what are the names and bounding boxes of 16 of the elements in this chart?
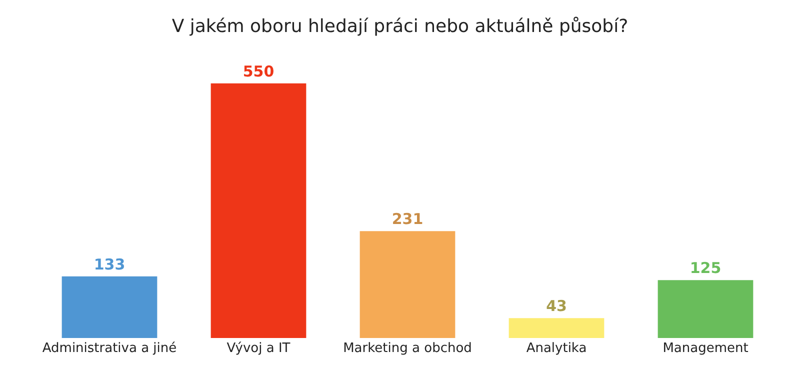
bar: [658, 280, 754, 338]
bar: [360, 231, 456, 338]
chart-title: V jakém oboru hledají práci nebo aktuálně působí?: [172, 16, 628, 37]
data-label: 231: [392, 210, 424, 228]
bar: [508, 318, 604, 338]
x-tick-label: Vývoj a IT: [226, 341, 290, 356]
bar: [210, 83, 306, 338]
data-label: 43: [546, 297, 567, 316]
bar: [62, 276, 158, 338]
x-tick-label: Administrativa a jiné: [42, 341, 177, 356]
x-tick-label: Marketing a obchod: [343, 341, 472, 356]
data-label: 125: [690, 259, 722, 278]
x-tick-label: Analytika: [526, 341, 587, 356]
data-label: 550: [242, 62, 274, 80]
data-label: 133: [94, 255, 126, 274]
x-tick-label: Management: [662, 341, 748, 356]
